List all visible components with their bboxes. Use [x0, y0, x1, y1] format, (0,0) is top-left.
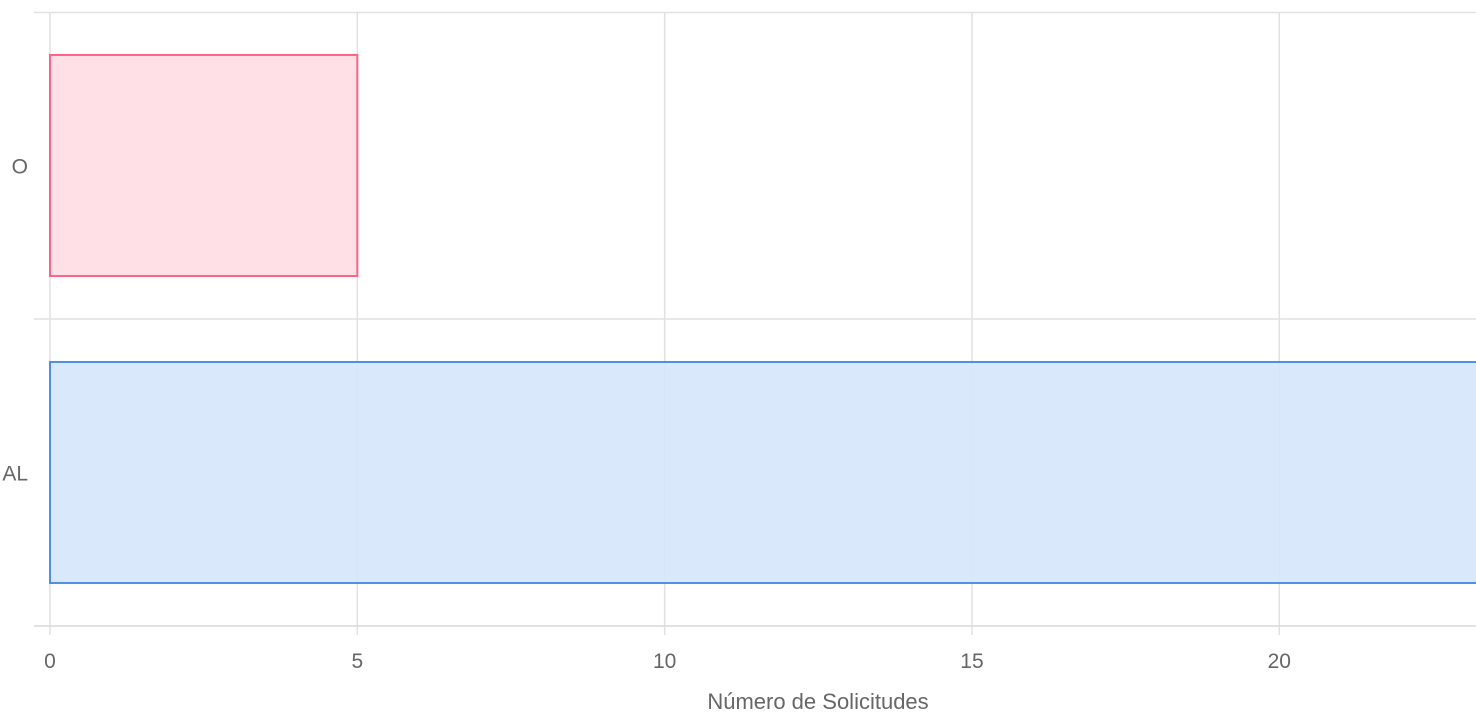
tick-labels: 0 5 10 15 20 O AL [2, 156, 1291, 674]
x-tick-label: 15 [960, 650, 983, 673]
y-tick-label: O [12, 156, 28, 179]
x-tick-label: 5 [351, 650, 363, 673]
x-tick-label: 20 [1268, 650, 1291, 673]
bar-al[interactable] [49, 360, 1476, 585]
x-tick-label: 10 [653, 650, 676, 673]
bars [49, 53, 1476, 585]
bar-o[interactable] [49, 53, 359, 278]
x-axis-title: Número de Solicitudes [707, 689, 928, 713]
y-tick-label: AL [2, 463, 28, 486]
x-tick-label: 0 [44, 650, 56, 673]
